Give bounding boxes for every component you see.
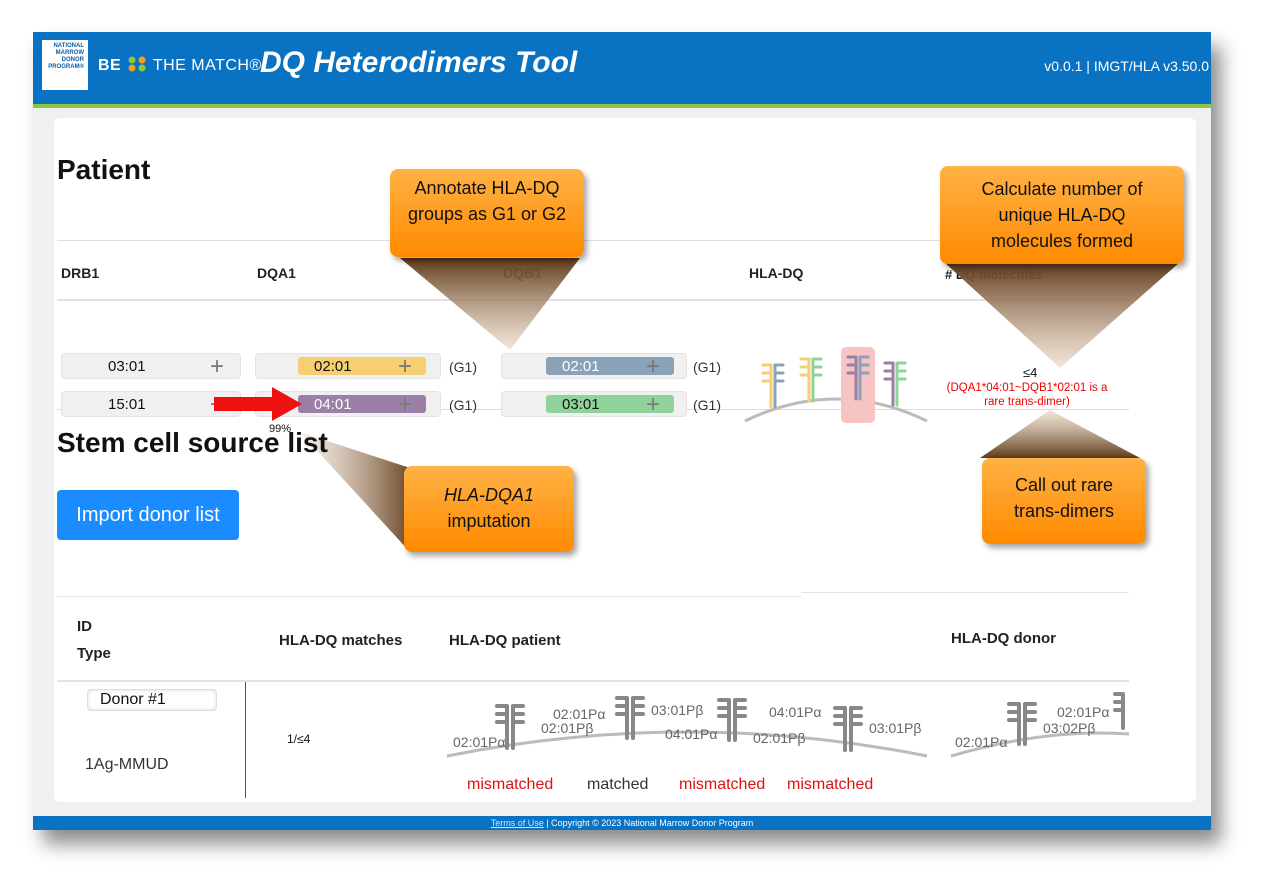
callout-imputation: HLA-DQA1 imputation (404, 466, 574, 552)
be-the-match-logo: BE THE MATCH® (98, 56, 262, 74)
donor-mol-1-alpha: 02:01Pα (955, 734, 1008, 750)
donor-mol-2-alpha: 02:01Pα (1057, 704, 1110, 720)
patient-mol-1-beta: 02:01Pβ (541, 720, 594, 736)
dqa1-allele-1[interactable]: 02:01 + (255, 353, 441, 380)
patient-mol-4-status: mismatched (787, 776, 874, 793)
col-drb1: DRB1 (61, 265, 100, 281)
plus-icon[interactable]: + (398, 391, 413, 418)
plus-icon[interactable]: + (398, 353, 413, 380)
imputation-percent: 99% (269, 423, 292, 435)
patient-mol-4-beta: 03:01Pβ (869, 720, 922, 736)
donor-table: ID Type HLA-DQ matches HLA-DQ patient HL… (57, 562, 1129, 798)
col-id: ID (77, 618, 92, 635)
col-donor: HLA-DQ donor (951, 630, 1056, 647)
patient-mol-1-alpha: 02:01Pα (453, 734, 506, 750)
page-title: DQ Heterodimers Tool (260, 46, 578, 79)
donor-matches: 1/≤4 (287, 732, 311, 746)
callout-rare: Call out rare trans-dimers (982, 458, 1146, 544)
plus-icon[interactable]: + (646, 391, 661, 418)
donor-type: 1Ag-MMUD (85, 756, 169, 773)
version-label: v0.0.1 | IMGT/HLA v3.50.0 (1044, 58, 1209, 74)
app-window: NATIONAL MARROW DONOR PROGRAM® BE THE MA… (33, 32, 1211, 830)
patient-mol-1-status: mismatched (467, 776, 554, 793)
patient-mol-3-status: mismatched (679, 776, 766, 793)
col-dqa1: DQA1 (257, 265, 296, 281)
col-matches: HLA-DQ matches (279, 632, 403, 649)
callout-calculate: Calculate number of unique HLA-DQ molecu… (940, 166, 1184, 264)
import-donor-list-button[interactable]: Import donor list (57, 490, 239, 540)
brand-dots-icon (128, 56, 146, 72)
patient-mol-3-beta: 02:01Pβ (753, 730, 806, 746)
col-hla-dq: HLA-DQ (749, 265, 804, 281)
donor-dq-molecules-icon (950, 692, 1129, 758)
molecule-count: ≤4 (1023, 365, 1038, 380)
dqb1-group-2: (G1) (693, 397, 721, 413)
patient-dq-molecules-icon (446, 696, 928, 758)
plus-icon[interactable]: + (210, 353, 225, 380)
patient-mol-3-alpha: 04:01Pα (665, 726, 718, 742)
patient-mol-2-beta: 03:01Pβ (651, 702, 704, 718)
patient-mol-2-status: matched (587, 776, 649, 793)
dqa1-group-2: (G1) (449, 397, 477, 413)
stem-cell-heading: Stem cell source list (57, 427, 328, 458)
nmdp-logo: NATIONAL MARROW DONOR PROGRAM® (42, 40, 88, 90)
copyright-text: | Copyright © 2023 National Marrow Donor… (543, 818, 754, 828)
dqb1-allele-1[interactable]: 02:01 + (501, 353, 687, 380)
drb1-allele-2[interactable]: 15:01 + (61, 391, 241, 418)
dqb1-group-1: (G1) (693, 359, 721, 375)
rare-trans-dimer-note: (DQA1*04:01~DQB1*02:01 is a rare trans-d… (946, 382, 1108, 408)
patient-mol-4-alpha: 04:01Pα (769, 704, 822, 720)
callout-annotate: Annotate HLA-DQ groups as G1 or G2 (390, 169, 584, 257)
donor-mol-1-beta: 03:02Pβ (1043, 720, 1096, 736)
footer: Terms of Use | Copyright © 2023 National… (33, 816, 1211, 830)
plus-icon[interactable]: + (646, 353, 661, 380)
dqa1-group-1: (G1) (449, 359, 477, 375)
dqb1-allele-2[interactable]: 03:01 + (501, 391, 687, 418)
patient-heading: Patient (57, 154, 151, 185)
header-divider (33, 104, 1211, 108)
hla-dq-molecules-icon (744, 347, 928, 423)
drb1-allele-1[interactable]: 03:01 + (61, 353, 241, 380)
col-patient: HLA-DQ patient (449, 632, 561, 649)
app-header: NATIONAL MARROW DONOR PROGRAM® BE THE MA… (33, 32, 1211, 104)
col-type: Type (77, 645, 111, 662)
terms-link[interactable]: Terms of Use (490, 818, 544, 828)
donor-id[interactable]: Donor #1 (87, 689, 217, 711)
patient-mol-2-alpha: 02:01Pα (553, 706, 606, 722)
